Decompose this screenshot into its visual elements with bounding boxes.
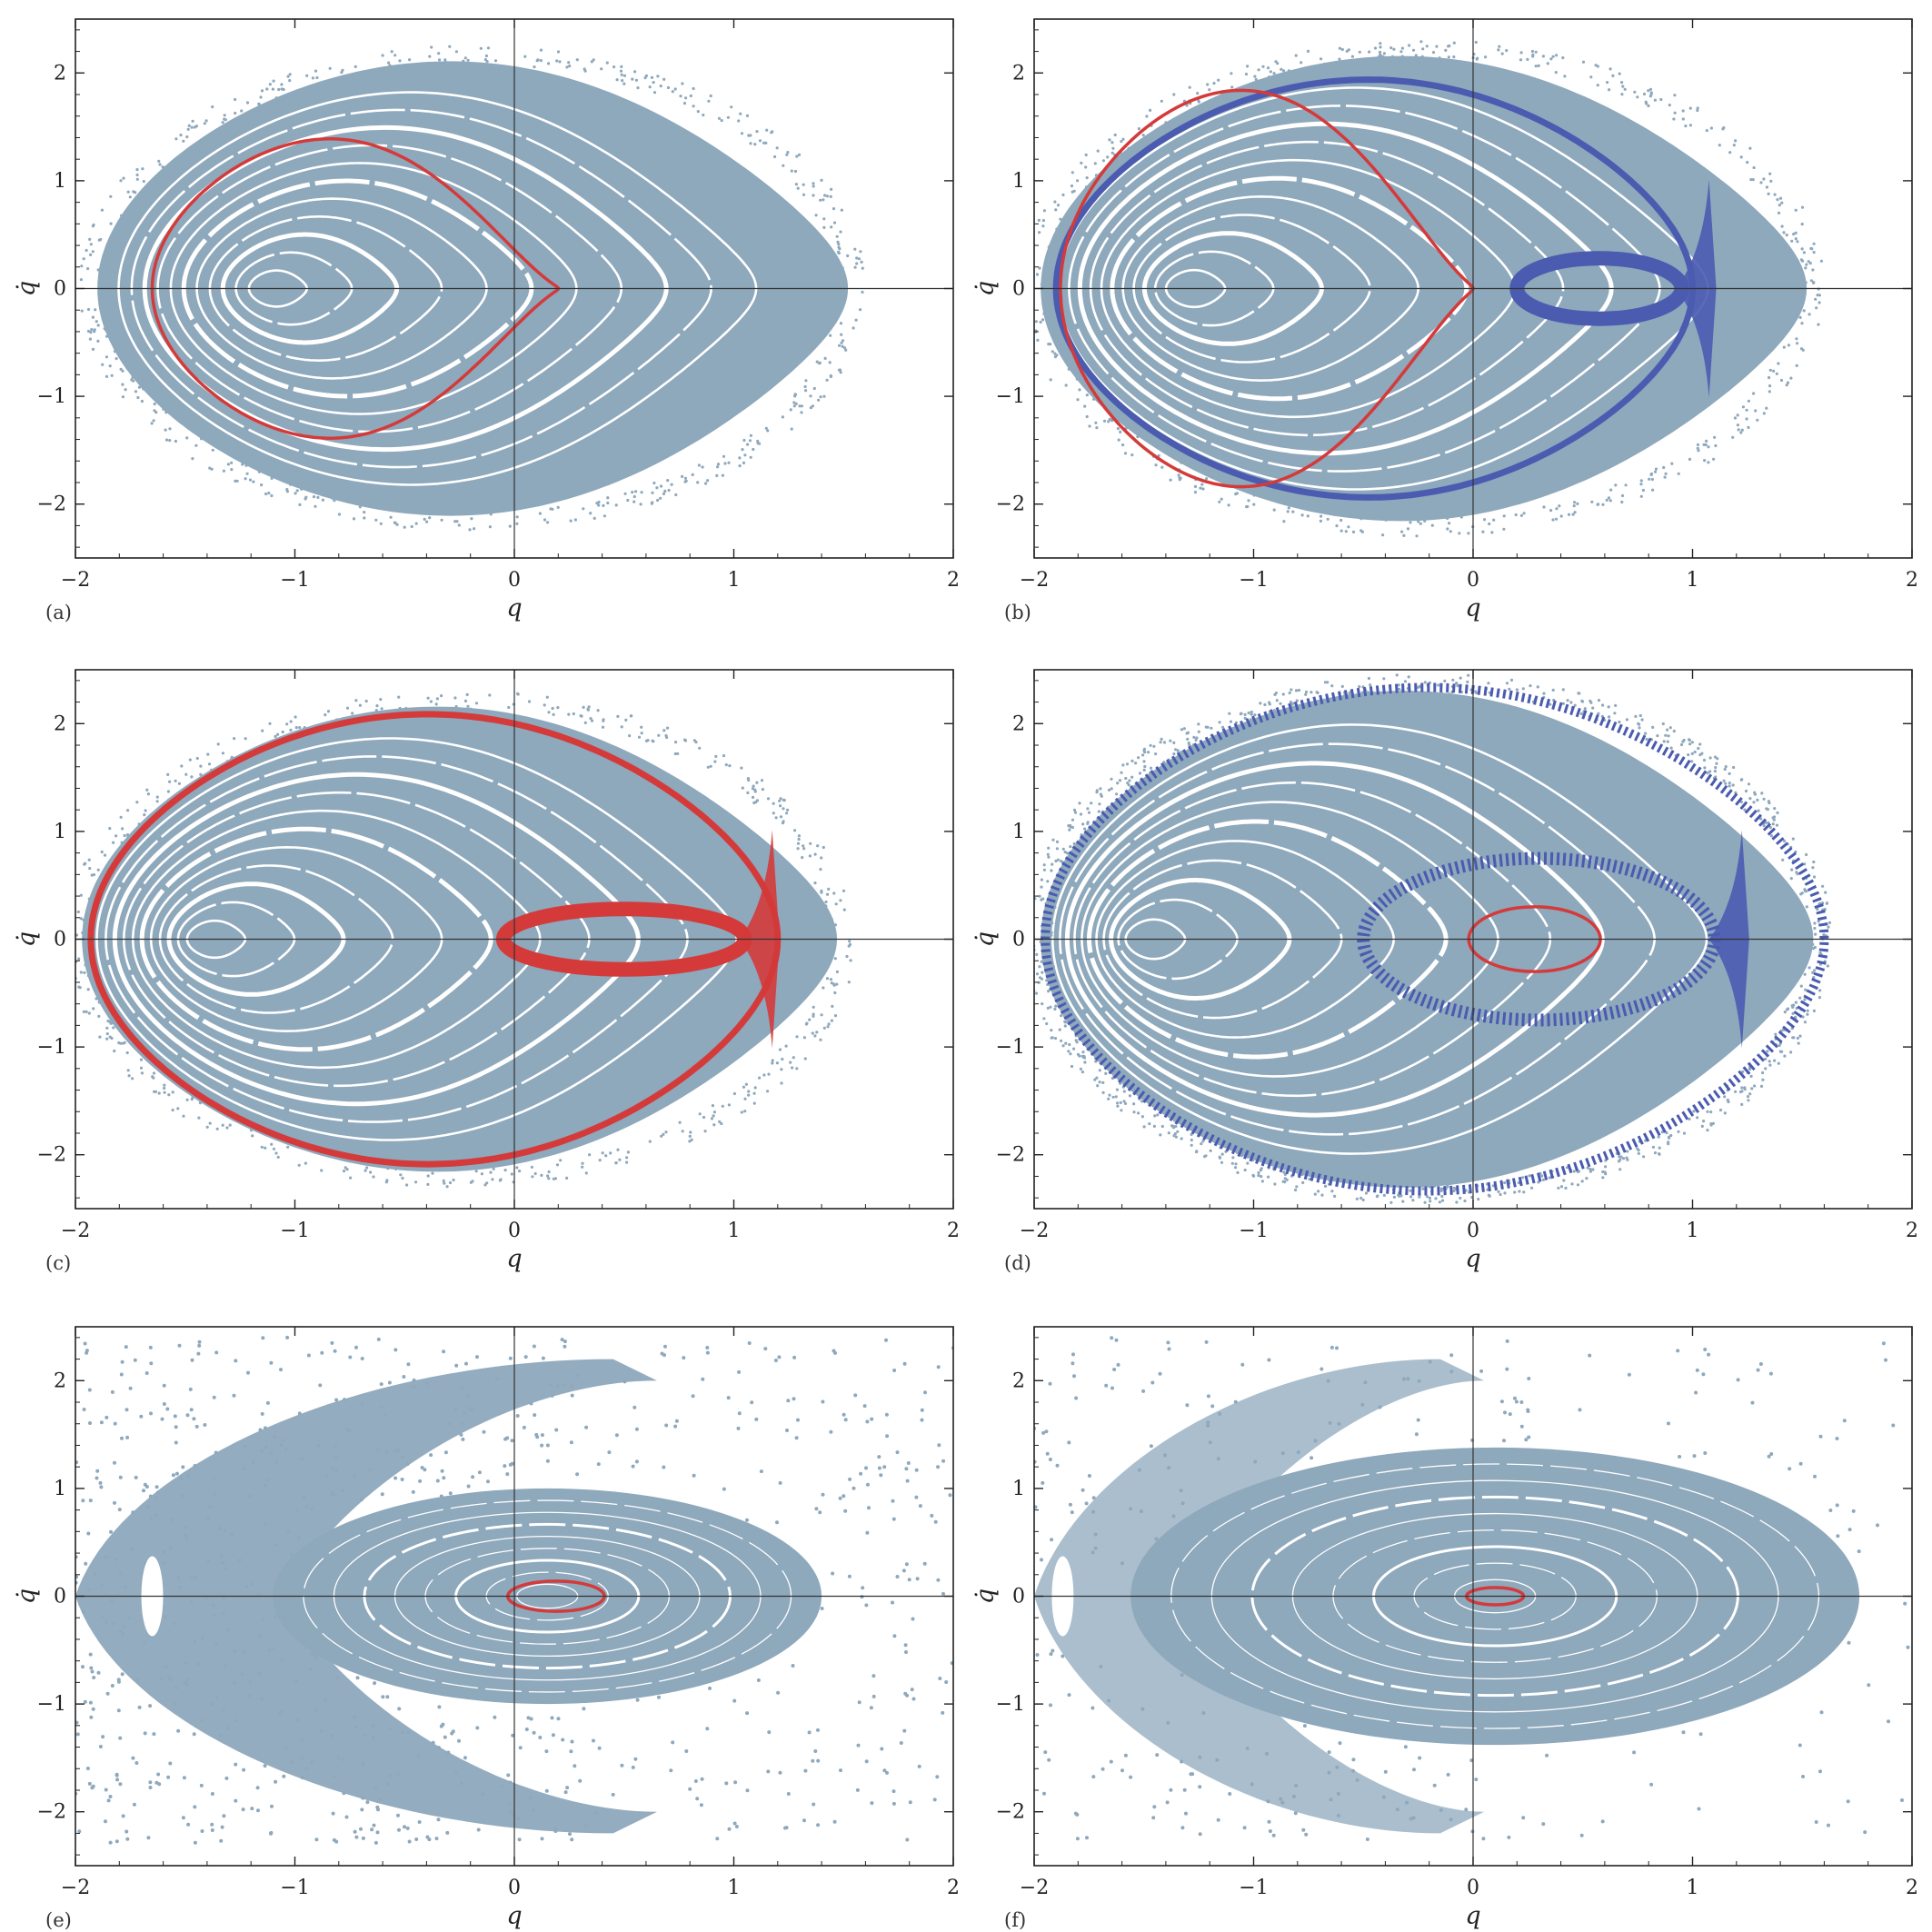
- y-tick-label: 0: [1012, 1586, 1025, 1608]
- x-tick-label: 1: [1687, 1220, 1699, 1242]
- x-tick-label: −1: [1239, 1220, 1268, 1242]
- x-tick-label: 2: [1906, 569, 1918, 592]
- panel-label: (a): [45, 602, 72, 623]
- x-tick-label: −1: [1239, 1877, 1268, 1899]
- panel-label: (d): [1004, 1252, 1031, 1274]
- y-tick-label: −1: [996, 385, 1025, 408]
- x-tick-label: −2: [1020, 1877, 1049, 1899]
- panel-b: −2 −1 0 1 2 −2 −1 0 1 2 q q̇ (b): [971, 18, 1918, 623]
- y-tick-label: 2: [1012, 712, 1025, 735]
- x-axis-title: q: [506, 1902, 522, 1930]
- y-tick-label: 2: [54, 62, 66, 85]
- y-axis-title: q̇: [971, 931, 1000, 947]
- y-tick-label: 1: [54, 821, 66, 843]
- y-tick-label: 2: [1012, 62, 1025, 85]
- x-tick-label: 1: [728, 569, 741, 592]
- y-axis-title: q̇: [971, 1588, 1000, 1604]
- panel-label: (c): [45, 1252, 71, 1274]
- x-axis-title: q: [506, 1245, 522, 1273]
- x-tick-label: −1: [280, 1877, 309, 1899]
- x-tick-label: 2: [1906, 1220, 1918, 1242]
- x-axis-title: q: [1465, 1245, 1480, 1273]
- y-tick-label: 1: [54, 1478, 66, 1500]
- x-tick-label: 1: [1687, 1877, 1699, 1899]
- edge-points: [1034, 40, 1823, 538]
- plot-area: [75, 692, 852, 1189]
- highlighted-inner-loop-blue: [1357, 851, 1721, 1027]
- x-axis-title: q: [506, 594, 522, 622]
- plot-area: [1034, 1336, 1910, 1841]
- x-axis-title: q: [1465, 1902, 1480, 1930]
- y-tick-label: 1: [54, 170, 66, 193]
- orbit-gap: [1132, 214, 1371, 363]
- x-tick-label: −2: [61, 569, 90, 592]
- y-tick-label: 0: [54, 278, 66, 301]
- y-tick-label: 0: [54, 929, 66, 951]
- y-axis-title: q̇: [13, 931, 41, 947]
- x-tick-label: 0: [1467, 569, 1479, 592]
- panel-label: (f): [1004, 1909, 1026, 1931]
- y-tick-label: −1: [37, 385, 66, 408]
- y-tick-label: −1: [996, 1693, 1025, 1716]
- y-tick-label: 2: [54, 1369, 66, 1392]
- y-tick-label: 0: [1012, 278, 1025, 301]
- crescent-region: [1034, 1359, 1485, 1834]
- x-tick-label: 1: [728, 1877, 741, 1899]
- x-axis-title: q: [1465, 594, 1480, 622]
- x-tick-label: −1: [1239, 569, 1268, 592]
- y-tick-label: −1: [37, 1693, 66, 1716]
- x-tick-label: 1: [1687, 569, 1699, 592]
- y-tick-label: −2: [37, 493, 66, 516]
- x-tick-label: −2: [1020, 569, 1049, 592]
- crescent-region: [75, 1359, 657, 1834]
- y-tick-label: 0: [1012, 929, 1025, 951]
- y-tick-label: −2: [996, 1801, 1025, 1824]
- y-tick-label: −1: [37, 1036, 66, 1059]
- x-tick-label: 0: [508, 1220, 521, 1242]
- panel-c: −2 −1 0 1 2 −2 −1 0 1 2 q q̇ (c): [13, 669, 960, 1274]
- highlighted-layer-blue: [1041, 682, 1829, 1196]
- y-tick-label: −2: [37, 1144, 66, 1167]
- x-tick-label: −2: [61, 1220, 90, 1242]
- x-tick-label: 0: [508, 569, 521, 592]
- panel-label: (b): [1004, 602, 1031, 623]
- x-tick-label: 2: [947, 1220, 960, 1242]
- y-axis-title: q̇: [13, 281, 41, 296]
- x-tick-label: 2: [947, 1877, 960, 1899]
- y-tick-label: −2: [37, 1801, 66, 1824]
- panel-d: −2 −1 0 1 2 −2 −1 0 1 2 q q̇ (d): [971, 669, 1918, 1274]
- x-tick-label: 1: [728, 1220, 741, 1242]
- panel-f: −2 −1 0 1 2 −2 −1 0 1 2 q q̇ (f): [971, 1326, 1918, 1931]
- panel-label: (e): [45, 1909, 72, 1931]
- y-tick-label: 1: [1012, 170, 1025, 193]
- y-tick-label: 1: [1012, 1478, 1025, 1500]
- x-tick-label: −1: [280, 569, 309, 592]
- y-tick-label: 2: [54, 712, 66, 735]
- x-tick-label: −2: [1020, 1220, 1049, 1242]
- x-tick-label: −1: [280, 1220, 309, 1242]
- y-tick-label: 1: [1012, 821, 1025, 843]
- x-tick-label: 0: [508, 1877, 521, 1899]
- x-tick-label: 2: [1906, 1877, 1918, 1899]
- y-axis-title: q̇: [13, 1588, 41, 1604]
- y-tick-label: −1: [996, 1036, 1025, 1059]
- y-tick-label: −2: [996, 1144, 1025, 1167]
- x-tick-label: 2: [947, 569, 960, 592]
- x-tick-label: −2: [61, 1877, 90, 1899]
- edge-points: [79, 45, 864, 532]
- y-tick-label: −2: [996, 493, 1025, 516]
- panel-e: −2 −1 0 1 2 −2 −1 0 1 2 q q̇ (e): [13, 1326, 960, 1931]
- x-tick-label: 0: [1467, 1220, 1479, 1242]
- panel-a: −2 −1 0 1 2 −2 −1 0 1 2 q q̇ (a): [13, 18, 960, 623]
- y-axis-title: q̇: [971, 281, 1000, 296]
- x-tick-label: 0: [1467, 1877, 1479, 1899]
- y-tick-label: 0: [54, 1586, 66, 1608]
- edge-points: [75, 692, 852, 1189]
- y-tick-label: 2: [1012, 1369, 1025, 1392]
